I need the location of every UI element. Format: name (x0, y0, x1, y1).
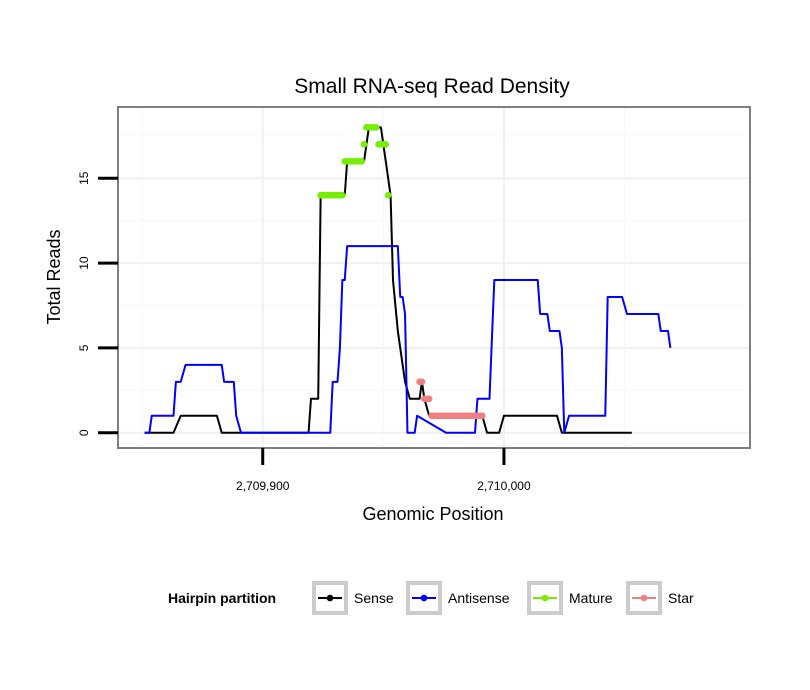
legend: Hairpin partition Sense Antisense Mature St… (168, 581, 694, 615)
plot-panel (118, 107, 750, 448)
legend-label-mature: Mature (569, 590, 613, 606)
x-tick-label: 2,710,000 (477, 479, 531, 493)
y-tick-label: 15 (77, 171, 91, 185)
plot-border (117, 106, 751, 449)
legend-label-sense: Sense (354, 590, 394, 606)
series-points (317, 124, 486, 420)
data-point-mature (358, 157, 365, 165)
data-point-mature (372, 124, 380, 131)
data-point-star (418, 378, 426, 386)
y-axis: 0 5 10 15 (77, 171, 118, 436)
data-point-star (478, 412, 486, 420)
y-tick-label: 5 (77, 344, 91, 351)
legend-title: Hairpin partition (168, 590, 276, 606)
grid-lines (118, 107, 750, 448)
legend-key-point (541, 594, 549, 602)
data-point-mature (339, 191, 346, 199)
legend-key-point (326, 594, 334, 602)
series-line-antisense (144, 245, 672, 434)
data-point-star (425, 395, 433, 403)
y-axis-title: Total Reads (44, 229, 64, 324)
data-point-mature (382, 141, 390, 148)
legend-key-point (420, 594, 428, 602)
x-axis: 2,709,900 2,710,000 (236, 448, 531, 493)
x-tick-label: 2,709,900 (236, 479, 290, 493)
legend-item-antisense: Antisense (406, 581, 510, 615)
data-point-mature (384, 191, 392, 199)
legend-label-antisense: Antisense (448, 590, 510, 606)
y-tick-label: 10 (77, 256, 91, 270)
legend-item-sense: Sense (312, 581, 394, 615)
legend-item-mature: Mature (527, 581, 613, 615)
y-tick-label: 0 (77, 429, 91, 436)
legend-item-star: Star (626, 581, 694, 615)
legend-label-star: Star (668, 590, 694, 606)
legend-key-point (640, 594, 648, 602)
data-point-mature (360, 141, 368, 148)
chart-title: Small RNA-seq Read Density (294, 75, 570, 98)
x-axis-title: Genomic Position (362, 504, 503, 524)
